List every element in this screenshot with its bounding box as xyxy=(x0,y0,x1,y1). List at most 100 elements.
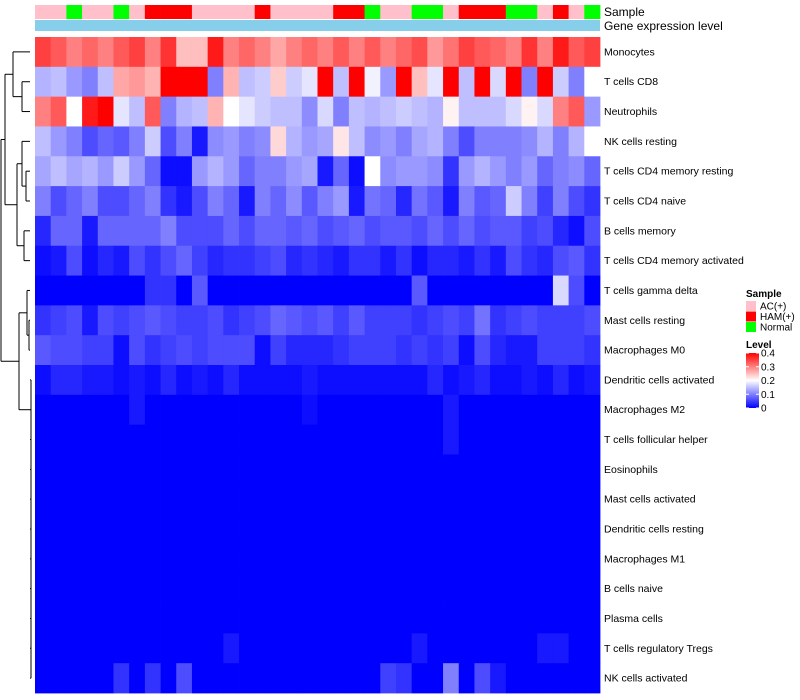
heatmap-cell xyxy=(364,394,381,426)
heatmap-cell xyxy=(160,156,177,187)
sample-cell xyxy=(286,5,303,19)
heatmap-cell xyxy=(568,365,585,396)
legend-tick-label: 0.3 xyxy=(761,362,775,373)
heatmap-cell xyxy=(160,573,177,604)
heatmap-cell xyxy=(443,215,460,247)
heatmap-cell xyxy=(191,603,209,634)
heatmap-cell xyxy=(82,275,99,306)
heatmap-cell xyxy=(474,424,491,455)
heatmap-cell xyxy=(458,394,475,426)
heatmap-cell xyxy=(521,37,538,68)
heatmap-cell xyxy=(427,573,444,604)
heatmap-cell xyxy=(50,66,67,98)
heatmap-cell xyxy=(191,66,209,98)
heatmap-cell xyxy=(380,514,397,545)
heatmap-cell xyxy=(521,365,538,396)
heatmap-cell xyxy=(270,484,287,515)
heatmap-cell xyxy=(301,365,318,396)
heatmap-cell xyxy=(270,365,287,396)
heatmap-cell xyxy=(333,335,350,366)
heatmap-cell xyxy=(97,424,114,455)
heatmap-cell xyxy=(254,275,271,306)
heatmap-cell xyxy=(207,66,224,98)
heatmap-cell xyxy=(144,156,161,187)
heatmap-cell xyxy=(333,126,350,157)
heatmap-cell xyxy=(411,37,428,68)
heatmap-cell xyxy=(521,514,538,545)
heatmap-cell xyxy=(223,663,240,694)
heatmap-cell xyxy=(113,215,130,247)
heatmap-cell xyxy=(160,454,177,485)
heatmap-cell xyxy=(286,543,303,575)
heatmap-cell xyxy=(584,245,601,276)
heatmap-cell xyxy=(239,275,256,306)
heatmap-cell xyxy=(584,633,601,664)
sample-cell xyxy=(458,5,475,19)
heatmap-cell xyxy=(35,275,52,306)
heatmap-cell xyxy=(144,96,161,127)
heatmap-cell xyxy=(364,275,381,306)
heatmap-cell xyxy=(254,245,271,276)
heatmap-cell xyxy=(97,514,114,545)
heatmap-cell xyxy=(66,335,83,366)
heatmap-cell xyxy=(286,424,303,455)
heatmap-cell xyxy=(490,245,507,276)
heatmap-cell xyxy=(474,543,491,575)
heatmap-cell xyxy=(490,305,507,336)
sample-cell xyxy=(113,5,130,19)
sample-cell xyxy=(239,5,256,19)
heatmap-cell xyxy=(348,335,365,366)
heatmap-cell xyxy=(50,424,67,455)
heatmap-cell xyxy=(129,305,146,336)
row-label: Mast cells resting xyxy=(604,315,685,327)
sample-cell xyxy=(82,5,99,19)
heatmap-cell xyxy=(317,335,334,366)
heatmap-cell xyxy=(458,633,475,664)
heatmap-cell xyxy=(490,424,507,455)
heatmap-cell xyxy=(474,245,491,276)
heatmap-cell xyxy=(97,66,114,98)
heatmap-cell xyxy=(160,96,177,127)
heatmap-cell xyxy=(160,275,177,306)
heatmap-cell xyxy=(348,514,365,545)
heatmap-cell xyxy=(270,305,287,336)
legend-tick-label: 0.1 xyxy=(761,390,775,401)
heatmap-cell xyxy=(191,37,209,68)
heatmap-cell xyxy=(239,663,256,694)
heatmap-cell xyxy=(66,215,83,247)
heatmap-cell xyxy=(380,663,397,694)
sample-cell xyxy=(223,5,240,19)
heatmap-cell xyxy=(239,365,256,396)
heatmap-cell xyxy=(144,514,161,545)
heatmap-cell xyxy=(490,335,507,366)
heatmap-cell xyxy=(333,275,350,306)
heatmap-cell xyxy=(129,215,146,247)
heatmap-cell xyxy=(584,365,601,396)
heatmap-cell xyxy=(97,275,114,306)
heatmap-cell xyxy=(395,454,413,485)
heatmap-cell xyxy=(82,454,99,485)
heatmap-cell xyxy=(505,514,522,545)
heatmap-cell xyxy=(505,96,522,127)
heatmap-cell xyxy=(380,156,397,187)
heatmap-cell xyxy=(176,484,193,515)
heatmap-cell xyxy=(584,424,601,455)
heatmap-cell xyxy=(380,335,397,366)
heatmap-cell xyxy=(270,37,287,68)
heatmap-cell xyxy=(50,454,67,485)
heatmap-cell xyxy=(395,424,413,455)
heatmap-cell xyxy=(191,335,209,366)
heatmap-cell xyxy=(223,394,240,426)
heatmap-cell xyxy=(505,275,522,306)
heatmap-cell xyxy=(82,603,99,634)
heatmap-cell xyxy=(568,305,585,336)
heatmap-cell xyxy=(191,305,209,336)
heatmap-cell xyxy=(50,365,67,396)
row-labels: Monocytes T cells CD8 Neutrophils NK cells … xyxy=(604,46,744,684)
heatmap-cell xyxy=(568,335,585,366)
sample-cell xyxy=(474,5,491,19)
heatmap-cell xyxy=(176,633,193,664)
heatmap-cell xyxy=(191,394,209,426)
heatmap-cell xyxy=(380,633,397,664)
heatmap-cell xyxy=(82,215,99,247)
